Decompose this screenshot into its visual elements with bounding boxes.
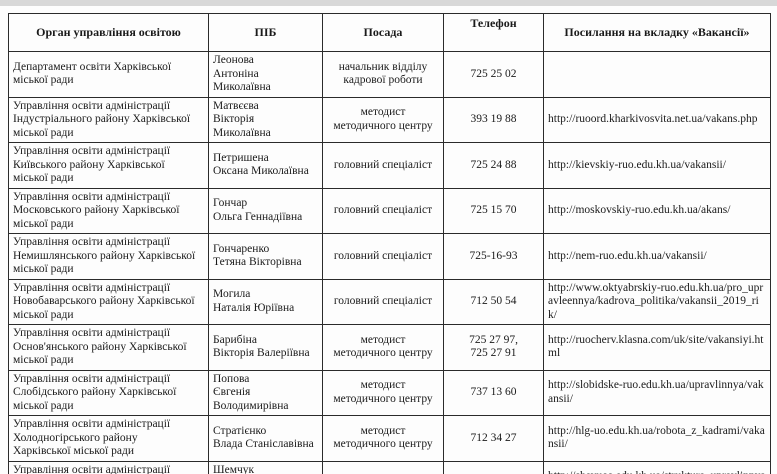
cell-phone: 712 34 27 bbox=[443, 415, 544, 462]
cell-phone: 725 27 97, 725 27 91 bbox=[443, 324, 544, 371]
cell-position: головний спеціаліст bbox=[322, 187, 444, 234]
col-header-name: ПІБ bbox=[208, 13, 323, 52]
header-row: Орган управління освітою ПІБ Посада Теле… bbox=[8, 13, 771, 52]
cell-organ: Управління освіти адміністрації Київсько… bbox=[8, 142, 209, 189]
cell-link: http://shevuoa.edu.kh.ua/struktura_uprav… bbox=[543, 460, 771, 474]
cell-name: Барибіна Вікторія Валеріївна bbox=[208, 324, 323, 371]
cell-organ: Управління освіти адміністрації Шевченкі… bbox=[8, 460, 209, 474]
cell-organ: Управління освіти адміністрації Немишлян… bbox=[8, 233, 209, 280]
cell-link: http://kievskiy-ruo.edu.kh.ua/vakansii/ bbox=[543, 142, 771, 189]
cell-name: Гончар Ольга Геннадіївна bbox=[208, 187, 323, 234]
cell-position: головний спеціаліст bbox=[322, 142, 444, 189]
table-row: Управління освіти адміністрації Холодног… bbox=[8, 415, 771, 462]
cell-link: http://www.oktyabrskiy-ruo.edu.kh.ua/pro… bbox=[543, 278, 771, 325]
cell-position: методист методичного центру bbox=[322, 324, 444, 371]
cell-position: головний спеціаліст bbox=[322, 278, 444, 325]
cell-name: Петришена Оксана Миколаївна bbox=[208, 142, 323, 189]
cell-link bbox=[543, 51, 771, 98]
cell-phone: 725 25 02 bbox=[443, 51, 544, 98]
cell-name: Леонова Антоніна Миколаївна bbox=[208, 51, 323, 98]
cell-position: головний спеціаліст bbox=[322, 460, 444, 474]
cell-link: http://nem-ruo.edu.kh.ua/vakansii/ bbox=[543, 233, 771, 280]
cell-position: головний спеціаліст bbox=[322, 233, 444, 280]
page-top-strip bbox=[0, 0, 777, 6]
cell-organ: Управління освіти адміністрації Індустрі… bbox=[8, 96, 209, 143]
cell-link: http://ruoord.kharkivosvita.net.ua/vakan… bbox=[543, 96, 771, 143]
cell-name: Шемчук Катерина Олександрівна bbox=[208, 460, 323, 474]
table-row: Управління освіти адміністрації Немишлян… bbox=[8, 233, 771, 280]
table-row: Управління освіти адміністрації Слобідсь… bbox=[8, 369, 771, 416]
cell-organ: Управління освіти адміністрації Холодног… bbox=[8, 415, 209, 462]
cell-position: методист методичного центру bbox=[322, 96, 444, 143]
cell-link: http://slobidske-ruo.edu.kh.ua/upravlinn… bbox=[543, 369, 771, 416]
table-row: Управління освіти адміністрації Індустрі… bbox=[8, 96, 771, 143]
cell-phone: 725 24 88 bbox=[443, 142, 544, 189]
cell-phone: 712 50 54 bbox=[443, 278, 544, 325]
vacancies-contacts-table: Орган управління освітою ПІБ Посада Теле… bbox=[8, 13, 771, 474]
table-row: Управління освіти адміністрації Київсько… bbox=[8, 142, 771, 189]
cell-organ: Управління освіти адміністрації Новобава… bbox=[8, 278, 209, 325]
cell-position: методист методичного центру bbox=[322, 369, 444, 416]
cell-phone: 340 95 60 bbox=[443, 460, 544, 474]
cell-name: Матвєєва Вікторія Миколаївна bbox=[208, 96, 323, 143]
cell-name: Попова Євгенія Володимирівна bbox=[208, 369, 323, 416]
table-row: Департамент освіти Харківської міської р… bbox=[8, 51, 771, 98]
cell-organ: Управління освіти адміністрації Московсь… bbox=[8, 187, 209, 234]
col-header-position: Посада bbox=[322, 13, 444, 52]
cell-phone: 725 15 70 bbox=[443, 187, 544, 234]
cell-position: методист методичного центру bbox=[322, 415, 444, 462]
cell-phone: 725-16-93 bbox=[443, 233, 544, 280]
cell-organ: Управління освіти адміністрації Основ'ян… bbox=[8, 324, 209, 371]
cell-organ: Департамент освіти Харківської міської р… bbox=[8, 51, 209, 98]
cell-phone: 393 19 88 bbox=[443, 96, 544, 143]
cell-organ: Управління освіти адміністрації Слобідсь… bbox=[8, 369, 209, 416]
cell-link: http://hlg-uo.edu.kh.ua/robota_z_kadrami… bbox=[543, 415, 771, 462]
cell-phone: 737 13 60 bbox=[443, 369, 544, 416]
cell-link: http://moskovskiy-ruo.edu.kh.ua/akans/ bbox=[543, 187, 771, 234]
cell-name: Стратієнко Влада Станіславівна bbox=[208, 415, 323, 462]
col-header-organ: Орган управління освітою bbox=[8, 13, 209, 52]
cell-name: Могила Наталія Юріївна bbox=[208, 278, 323, 325]
cell-link: http://ruocherv.klasna.com/uk/site/vakan… bbox=[543, 324, 771, 371]
cell-name: Гончаренко Тетяна Вікторівна bbox=[208, 233, 323, 280]
table-row: Управління освіти адміністрації Шевченкі… bbox=[8, 460, 771, 474]
col-header-phone: Телефон bbox=[443, 13, 544, 52]
table-row: Управління освіти адміністрації Московсь… bbox=[8, 187, 771, 234]
cell-position: начальник відділу кадрової роботи bbox=[322, 51, 444, 98]
col-header-link: Посилання на вкладку «Вакансії» bbox=[543, 13, 771, 52]
table-row: Управління освіти адміністрації Новобава… bbox=[8, 278, 771, 325]
table-row: Управління освіти адміністрації Основ'ян… bbox=[8, 324, 771, 371]
